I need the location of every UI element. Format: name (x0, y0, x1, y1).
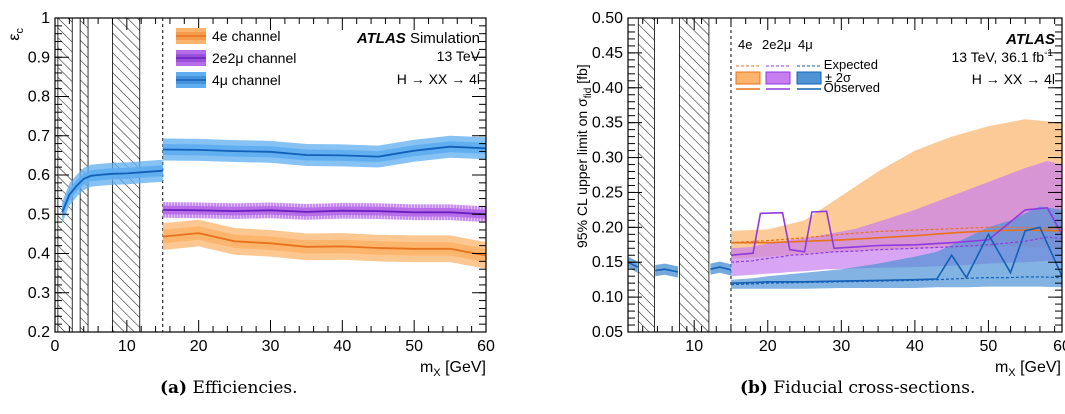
legend-band-swatch (796, 71, 822, 85)
x-tick-label: 10 (685, 338, 703, 355)
y-tick-label: 0.20 (592, 219, 623, 236)
y-tick-label: 0.45 (592, 45, 623, 62)
x-axis-label: mX [GeV] (995, 359, 1061, 379)
y-tick-label: 0.3 (28, 285, 50, 302)
atlas-label: ATLAS (1005, 31, 1055, 48)
caption-a-label: (a) (160, 378, 188, 398)
excluded-mass-region (637, 18, 655, 332)
y-tick-label: 0.4 (28, 246, 50, 263)
expected-line-0 (730, 226, 1062, 244)
y-tick-label: 0.9 (28, 49, 50, 66)
legend-band-swatch (765, 71, 791, 85)
caption-b-text: Fiducial cross-sections. (773, 378, 976, 398)
atlas-label: ATLAS Simulation (356, 30, 480, 47)
caption-a-text: Efficiencies. (192, 378, 298, 398)
y-tick-label: 0.05 (592, 324, 623, 341)
x-tick-label: 20 (759, 338, 777, 355)
x-tick-label: 20 (190, 338, 208, 355)
x-tick-label: 40 (906, 338, 924, 355)
excluded-mass-region (679, 18, 710, 332)
legend-label: 2e2μ channel (212, 50, 296, 66)
x-axis-label: mX [GeV] (420, 359, 486, 379)
panel-b-cross-section-limits: 10 20 30 40 50 60 0.05 0.10 0.15 0.20 0.25 0.30 0.35… (574, 10, 1065, 379)
y-tick-label: 0.5 (28, 206, 50, 223)
y-tick-label: 0.25 (592, 184, 623, 201)
low-mass-4mu-band (655, 263, 678, 278)
y-tick-label: 0.40 (592, 80, 623, 97)
y-tick-label: 0.10 (592, 289, 623, 306)
panel-a-efficiencies: 0 10 20 30 40 50 60 0.2 0.3 0.4 0.5 0.6 0.7 0.8 0.9 1 εc… (6, 10, 495, 379)
legend-label: 4μ channel (212, 72, 281, 88)
energy-label: 13 TeV (437, 48, 481, 64)
x-tick-label: 30 (262, 338, 280, 355)
low-mass-4mu-band (710, 261, 731, 276)
energy-lumi-label: 13 TeV, 36.1 fb-1 (951, 48, 1053, 65)
y-tick-label: 0.15 (592, 254, 623, 271)
efficiency-band-inner-2 (162, 141, 486, 162)
observed-line-2 (730, 226, 1062, 284)
efficiency-line-2 (61, 169, 163, 213)
observed-line-0 (731, 229, 1062, 244)
expected-line-1 (730, 236, 1062, 263)
efficiency-band-inner-0 (162, 226, 486, 263)
plot-frame (627, 17, 1063, 333)
x-tick-label: 30 (832, 338, 850, 355)
process-label: H → XX → 4l (397, 71, 480, 87)
x-tick-label: 50 (980, 338, 998, 355)
legend-observed-label: Observed (824, 80, 880, 95)
low-mass-4mu-observed (710, 266, 732, 271)
x-tick-label: 50 (405, 338, 423, 355)
plot-area-a (57, 18, 486, 332)
x-tick-label: 0 (51, 338, 60, 355)
efficiency-line-2 (162, 145, 486, 158)
y-axis-label: 95% CL upper limit on σfid [fb] (574, 64, 594, 248)
y-tick-label: 0.7 (28, 128, 50, 145)
x-tick-label: 10 (118, 338, 136, 355)
legend-channel: 2e2μ (762, 37, 791, 52)
y-tick-label: 1 (41, 10, 50, 27)
y-tick-label: 0.30 (592, 150, 623, 167)
legend-label: 4e channel (212, 28, 281, 44)
legend-channel: 4μ (798, 37, 813, 52)
plot-area-b (628, 18, 1062, 332)
x-tick-label: 40 (333, 338, 351, 355)
legend-channel: 4e (738, 37, 752, 52)
y-tick-label: 0.50 (592, 10, 623, 27)
x-tick-label: 60 (1053, 338, 1065, 355)
legend-expected-label: Expected (824, 57, 878, 72)
process-label: H → XX → 4l (972, 71, 1055, 87)
efficiency-band-inner-2 (62, 165, 163, 218)
caption-b-label: (b) (740, 378, 768, 398)
y-tick-label: 0.8 (28, 89, 50, 106)
legend-band-label: ± 2σ (825, 70, 851, 85)
low-mass-4mu-observed (655, 268, 679, 273)
legend-band-swatch (735, 71, 761, 85)
observed-line-1 (730, 206, 1062, 256)
y-axis-label: εc (6, 28, 26, 41)
y-tick-label: 0.6 (28, 167, 50, 184)
y-tick-label: 0.2 (28, 324, 50, 341)
limit-band-2 (731, 206, 1062, 289)
y-tick-label: 0.35 (592, 115, 623, 132)
low-mass-4mu-observed (628, 261, 638, 268)
caption-a: (a) Efficiencies. (160, 378, 298, 398)
x-tick-label: 60 (477, 338, 495, 355)
caption-b: (b) Fiducial cross-sections. (740, 378, 975, 398)
efficiency-line-1 (162, 209, 486, 216)
efficiency-line-0 (162, 232, 486, 257)
